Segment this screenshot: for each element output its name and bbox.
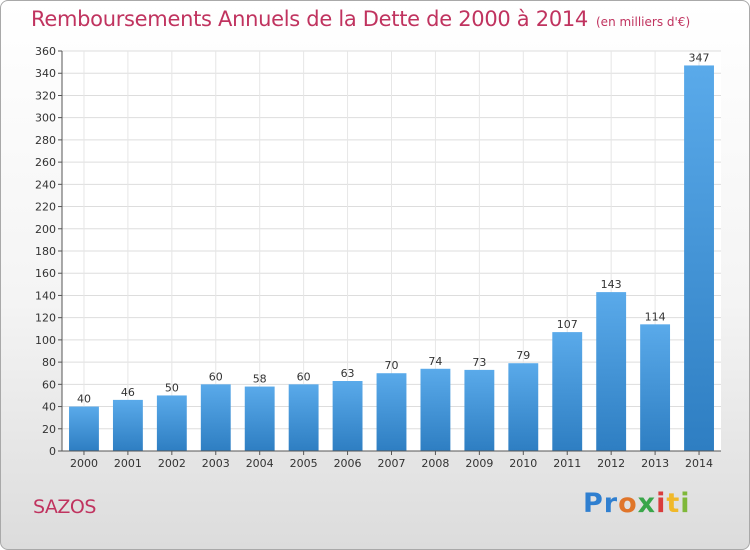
y-tick-label: 360	[35, 45, 56, 58]
y-tick-label: 240	[35, 178, 56, 191]
chart-title-text: Remboursements Annuels de la Dette de 20…	[31, 7, 588, 31]
y-tick-label: 100	[35, 334, 56, 347]
x-tick-label: 2003	[202, 457, 230, 470]
x-tick-label: 2001	[114, 457, 142, 470]
x-tick-label: 2010	[509, 457, 537, 470]
data-label: 143	[601, 278, 622, 291]
bar	[332, 381, 363, 451]
y-tick-label: 320	[35, 89, 56, 102]
y-tick-label: 180	[35, 245, 56, 258]
x-tick-label: 2011	[553, 457, 581, 470]
logo-part: t	[666, 488, 681, 519]
x-tick-label: 2000	[70, 457, 98, 470]
y-tick-label: 260	[35, 156, 56, 169]
y-tick-label: 280	[35, 134, 56, 147]
data-label: 73	[472, 356, 486, 369]
x-tick-label: 2008	[421, 457, 449, 470]
bar	[552, 332, 583, 451]
x-tick-label: 2007	[378, 457, 406, 470]
logo-part: x	[637, 488, 657, 519]
x-tick-label: 2013	[641, 457, 669, 470]
y-tick-label: 140	[35, 289, 56, 302]
data-label: 347	[689, 51, 710, 64]
proxiti-logo: Proxiti	[583, 488, 691, 519]
logo-part: i	[680, 488, 691, 519]
bar	[684, 65, 714, 451]
y-tick-label: 20	[42, 423, 56, 436]
x-tick-label: 2006	[334, 457, 362, 470]
data-label: 46	[121, 386, 135, 399]
unit-label: (en milliers d'€)	[596, 15, 691, 29]
x-tick-label: 2012	[597, 457, 625, 470]
chart-title: Remboursements Annuels de la Dette de 20…	[31, 7, 690, 31]
logo-part: Pr	[583, 488, 619, 519]
y-tick-label: 80	[42, 356, 56, 369]
commune-name: SAZOS	[33, 496, 96, 518]
y-tick-label: 0	[49, 445, 56, 458]
x-tick-label: 2005	[290, 457, 318, 470]
y-tick-label: 40	[42, 401, 56, 414]
y-tick-label: 60	[42, 378, 56, 391]
y-tick-label: 200	[35, 223, 56, 236]
y-tick-label: 300	[35, 112, 56, 125]
x-tick-label: 2014	[685, 457, 713, 470]
data-label: 40	[77, 393, 91, 406]
data-label: 79	[516, 349, 530, 362]
bar	[156, 395, 187, 451]
data-label: 60	[209, 370, 223, 383]
axis-layer: 0 20 40 60 80 100 120 140 160 180 200 220 240 260 280 3…	[35, 45, 721, 470]
y-tick-label: 340	[35, 67, 56, 80]
data-label: 63	[341, 367, 355, 380]
y-tick-label: 220	[35, 201, 56, 214]
bar	[464, 369, 495, 451]
bar	[508, 363, 539, 451]
y-tick-label: 160	[35, 267, 56, 280]
bar	[244, 386, 275, 451]
x-tick-label: 2004	[246, 457, 274, 470]
logo-part: i	[656, 488, 667, 519]
data-label: 50	[165, 381, 179, 394]
data-label: 70	[385, 359, 399, 372]
x-tick-label: 2002	[158, 457, 186, 470]
data-label: 60	[297, 370, 311, 383]
data-label: 114	[645, 310, 666, 323]
bar	[376, 373, 407, 451]
data-label: 74	[428, 355, 442, 368]
bar	[640, 324, 671, 451]
logo-part: o	[618, 488, 638, 519]
data-label: 58	[253, 373, 267, 386]
y-tick-label: 120	[35, 312, 56, 325]
bar	[112, 399, 143, 451]
bar	[200, 384, 231, 451]
data-label: 107	[557, 318, 578, 331]
bar	[420, 368, 451, 451]
bar	[596, 292, 627, 451]
x-tick-label: 2009	[465, 457, 493, 470]
bar-layer: 40 46 50 60 58 60 63 70 74 73 79 107 143 114 347	[69, 51, 714, 451]
bar	[288, 384, 319, 451]
bar	[69, 406, 99, 451]
